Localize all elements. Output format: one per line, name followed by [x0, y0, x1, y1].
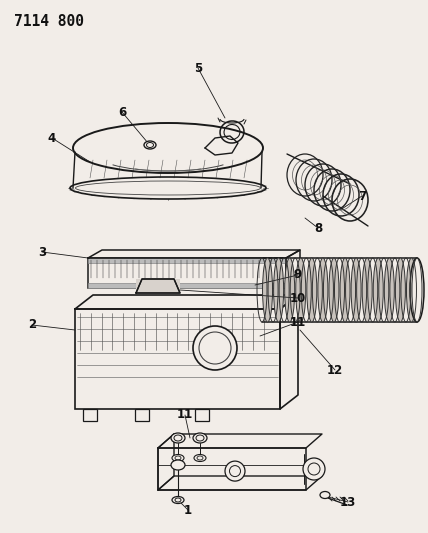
- Text: 12: 12: [327, 364, 343, 376]
- Ellipse shape: [384, 258, 394, 322]
- Ellipse shape: [362, 258, 372, 322]
- Ellipse shape: [351, 258, 361, 322]
- Bar: [88, 283, 286, 288]
- Ellipse shape: [175, 498, 181, 502]
- Ellipse shape: [320, 491, 330, 498]
- Ellipse shape: [225, 461, 245, 481]
- Ellipse shape: [262, 258, 273, 322]
- Ellipse shape: [144, 141, 156, 149]
- Ellipse shape: [285, 258, 295, 322]
- Text: 9: 9: [294, 269, 302, 281]
- Ellipse shape: [193, 433, 207, 443]
- Ellipse shape: [171, 460, 185, 470]
- Ellipse shape: [410, 258, 424, 322]
- Text: 8: 8: [314, 222, 322, 235]
- Bar: [136, 279, 180, 293]
- Ellipse shape: [329, 258, 339, 322]
- Text: 3: 3: [38, 246, 46, 259]
- Ellipse shape: [175, 456, 181, 460]
- Ellipse shape: [171, 433, 185, 443]
- Bar: [195, 409, 209, 421]
- Text: 1: 1: [184, 504, 192, 516]
- Ellipse shape: [273, 258, 284, 322]
- Bar: [75, 309, 280, 409]
- Ellipse shape: [307, 258, 317, 322]
- Text: 5: 5: [194, 61, 202, 75]
- Ellipse shape: [193, 326, 237, 370]
- Ellipse shape: [308, 463, 320, 475]
- Text: 10: 10: [290, 292, 306, 304]
- Ellipse shape: [172, 455, 184, 462]
- Text: 7: 7: [358, 190, 366, 203]
- Ellipse shape: [174, 435, 182, 441]
- Ellipse shape: [318, 258, 328, 322]
- Text: 6: 6: [118, 106, 126, 118]
- Ellipse shape: [229, 466, 241, 477]
- Text: 2: 2: [28, 319, 36, 332]
- Ellipse shape: [395, 258, 405, 322]
- Bar: [158, 448, 306, 490]
- Bar: [88, 258, 286, 288]
- Ellipse shape: [194, 455, 206, 462]
- Ellipse shape: [199, 332, 231, 364]
- Text: 11: 11: [177, 408, 193, 422]
- Ellipse shape: [407, 258, 416, 322]
- Ellipse shape: [296, 258, 306, 322]
- Ellipse shape: [146, 142, 154, 148]
- Ellipse shape: [172, 497, 184, 504]
- Bar: [88, 258, 286, 263]
- Ellipse shape: [303, 458, 325, 480]
- Ellipse shape: [196, 435, 204, 441]
- Text: 7114 800: 7114 800: [14, 14, 84, 29]
- Bar: [135, 409, 149, 421]
- Text: 11: 11: [290, 316, 306, 328]
- Text: 13: 13: [340, 496, 356, 508]
- Bar: [83, 409, 97, 421]
- Ellipse shape: [373, 258, 383, 322]
- Ellipse shape: [197, 456, 203, 460]
- Ellipse shape: [340, 258, 350, 322]
- Text: 4: 4: [48, 132, 56, 144]
